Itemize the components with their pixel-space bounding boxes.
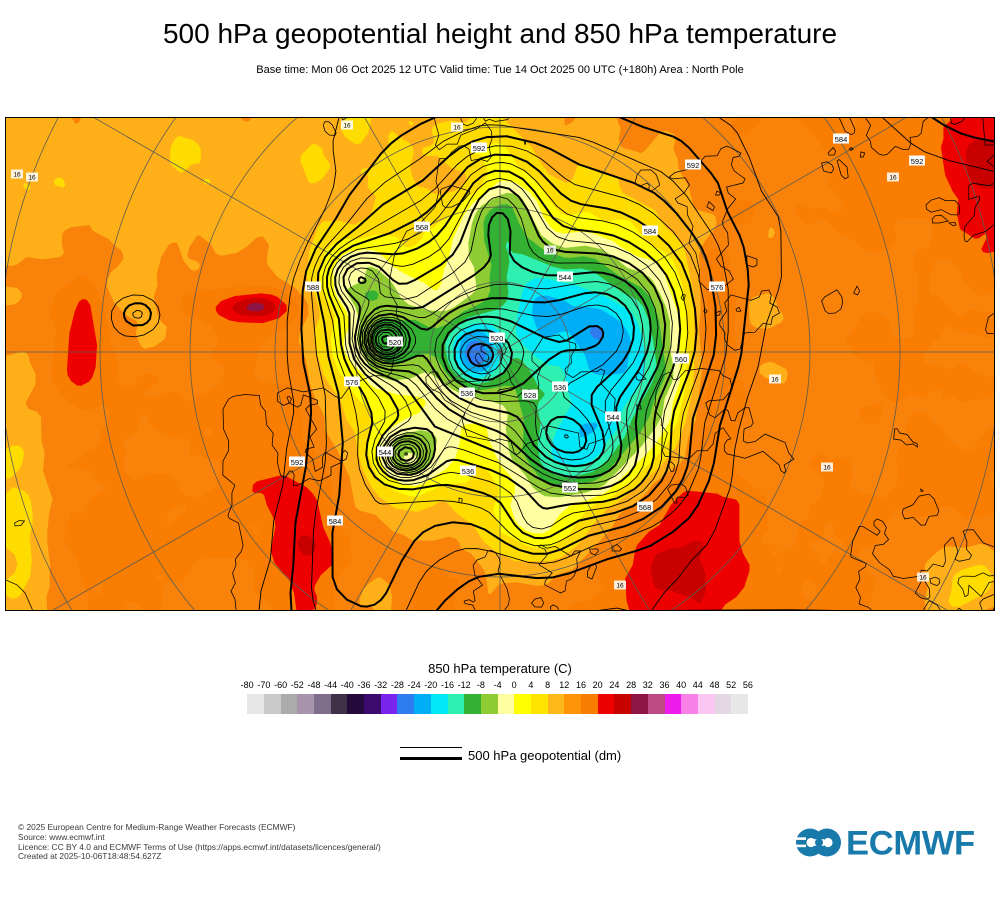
svg-text:528: 528 <box>524 391 537 400</box>
svg-text:536: 536 <box>462 467 475 476</box>
svg-text:552: 552 <box>564 484 577 493</box>
svg-text:592: 592 <box>687 161 700 170</box>
svg-text:592: 592 <box>911 157 924 166</box>
svg-text:ECMWF: ECMWF <box>846 828 975 858</box>
svg-text:584: 584 <box>329 517 342 526</box>
svg-text:520: 520 <box>389 338 402 347</box>
svg-text:16: 16 <box>889 175 897 182</box>
svg-text:16: 16 <box>771 377 779 384</box>
svg-text:584: 584 <box>835 135 848 144</box>
svg-text:520: 520 <box>491 334 504 343</box>
svg-text:16: 16 <box>546 248 554 255</box>
svg-text:544: 544 <box>379 448 392 457</box>
svg-text:16: 16 <box>919 575 927 582</box>
svg-text:592: 592 <box>291 458 304 467</box>
svg-text:576: 576 <box>346 378 359 387</box>
svg-text:16: 16 <box>343 123 351 130</box>
svg-text:584: 584 <box>644 227 657 236</box>
svg-text:544: 544 <box>559 273 572 282</box>
svg-text:16: 16 <box>13 172 21 179</box>
svg-text:536: 536 <box>554 383 567 392</box>
svg-text:576: 576 <box>711 283 724 292</box>
svg-text:568: 568 <box>416 223 429 232</box>
svg-text:560: 560 <box>675 355 688 364</box>
svg-text:16: 16 <box>28 175 36 182</box>
svg-text:588: 588 <box>307 283 320 292</box>
svg-text:536: 536 <box>461 389 474 398</box>
svg-text:568: 568 <box>639 503 652 512</box>
svg-text:16: 16 <box>823 465 831 472</box>
svg-text:592: 592 <box>473 144 486 153</box>
svg-text:544: 544 <box>607 413 620 422</box>
svg-text:16: 16 <box>616 583 624 590</box>
svg-text:16: 16 <box>453 125 461 132</box>
